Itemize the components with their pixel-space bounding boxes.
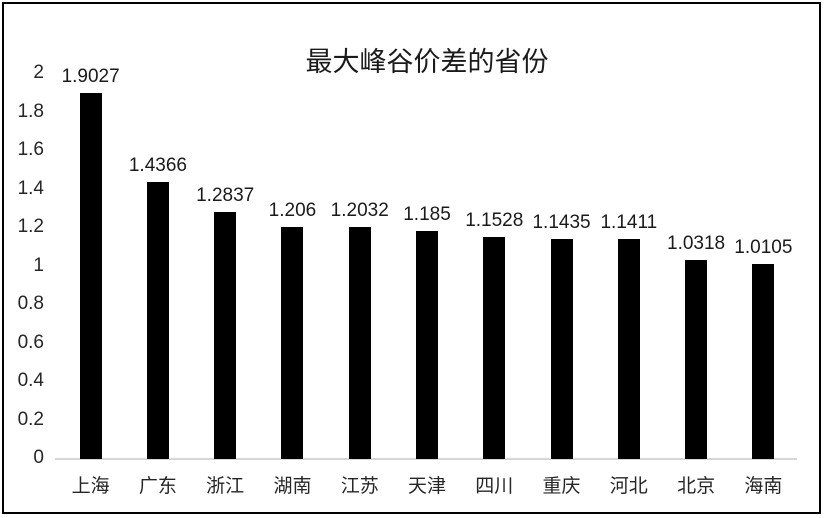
x-axis-label: 广东 [138,476,177,497]
y-axis-tick-label: 0.2 [17,408,44,430]
y-axis-tick-label: 0.4 [17,370,44,392]
bar [146,182,169,459]
bar-value-label: 1.1411 [600,212,658,234]
bar [752,264,775,459]
y-axis-tick-label: 2 [33,62,44,84]
x-axis-label: 天津 [407,476,447,497]
bar [483,237,506,459]
bar-value-label: 1.185 [403,203,451,225]
bar-value-label: 1.2837 [196,184,255,206]
bar-value-label: 1.9027 [61,65,120,87]
y-axis-tick-label: 1.6 [17,139,44,161]
y-axis-tick-label: 0.8 [17,293,44,315]
y-axis-tick-label: 1.4 [17,177,44,199]
x-axis-label: 上海 [71,476,110,497]
bar [348,227,371,459]
y-axis-tick-label: 1.8 [17,100,44,122]
x-axis-label: 河北 [609,476,648,497]
bar-value-label: 1.0105 [734,237,793,259]
y-axis-tick-label: 0 [33,447,44,469]
bar [281,226,304,459]
x-axis-label: 江苏 [340,476,379,497]
bar [79,92,102,459]
y-axis-tick-label: 1.2 [17,216,44,238]
bar-value-label: 1.206 [268,199,317,221]
bar-value-label: 1.0318 [667,233,726,255]
x-axis-label: 浙江 [206,476,245,497]
x-axis-label: 海南 [744,476,783,497]
y-axis-tick-label: 0.6 [17,331,44,353]
bar-value-label: 1.4366 [128,155,187,177]
x-axis-line [55,458,797,460]
bar [617,239,640,459]
chart-title: 最大峰谷价差的省份 [305,47,549,77]
x-axis-label: 北京 [677,476,716,497]
x-axis-label: 重庆 [542,476,581,497]
x-axis-label: 四川 [475,476,514,497]
bar-value-label: 1.1528 [465,210,524,232]
bar [214,211,237,459]
y-axis-tick-label: 1 [33,254,44,276]
bar [685,260,708,459]
x-axis-label: 湖南 [273,476,312,497]
bar-value-label: 1.1435 [532,211,591,233]
bar [550,238,573,459]
bar-value-label: 1.2032 [330,200,389,222]
bar [416,230,438,459]
